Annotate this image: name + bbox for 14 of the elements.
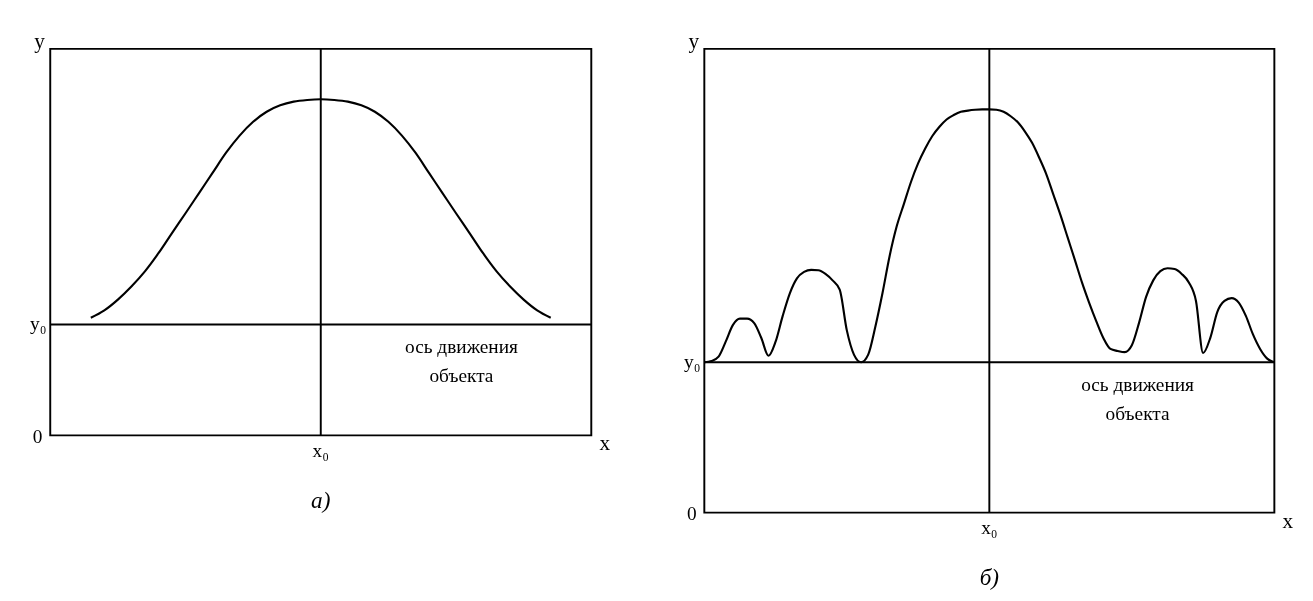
annotation: ось движения объекта — [1081, 374, 1195, 425]
x-axis-title: x — [599, 431, 611, 456]
text: а) — [311, 486, 331, 513]
annotation: ось движения объекта — [405, 336, 518, 387]
text: x₀ — [981, 516, 998, 538]
text: 0 — [32, 426, 43, 448]
ref-line-label: y₀ — [29, 313, 47, 335]
y-axis-title: y — [34, 29, 46, 54]
y-axis-title: y — [688, 29, 700, 54]
text: 0 — [686, 503, 697, 525]
text: б) — [979, 564, 1000, 591]
ref-line-label: y₀ — [684, 351, 701, 373]
x-axis-title: x — [1282, 508, 1294, 533]
text: x₀ — [312, 439, 329, 461]
